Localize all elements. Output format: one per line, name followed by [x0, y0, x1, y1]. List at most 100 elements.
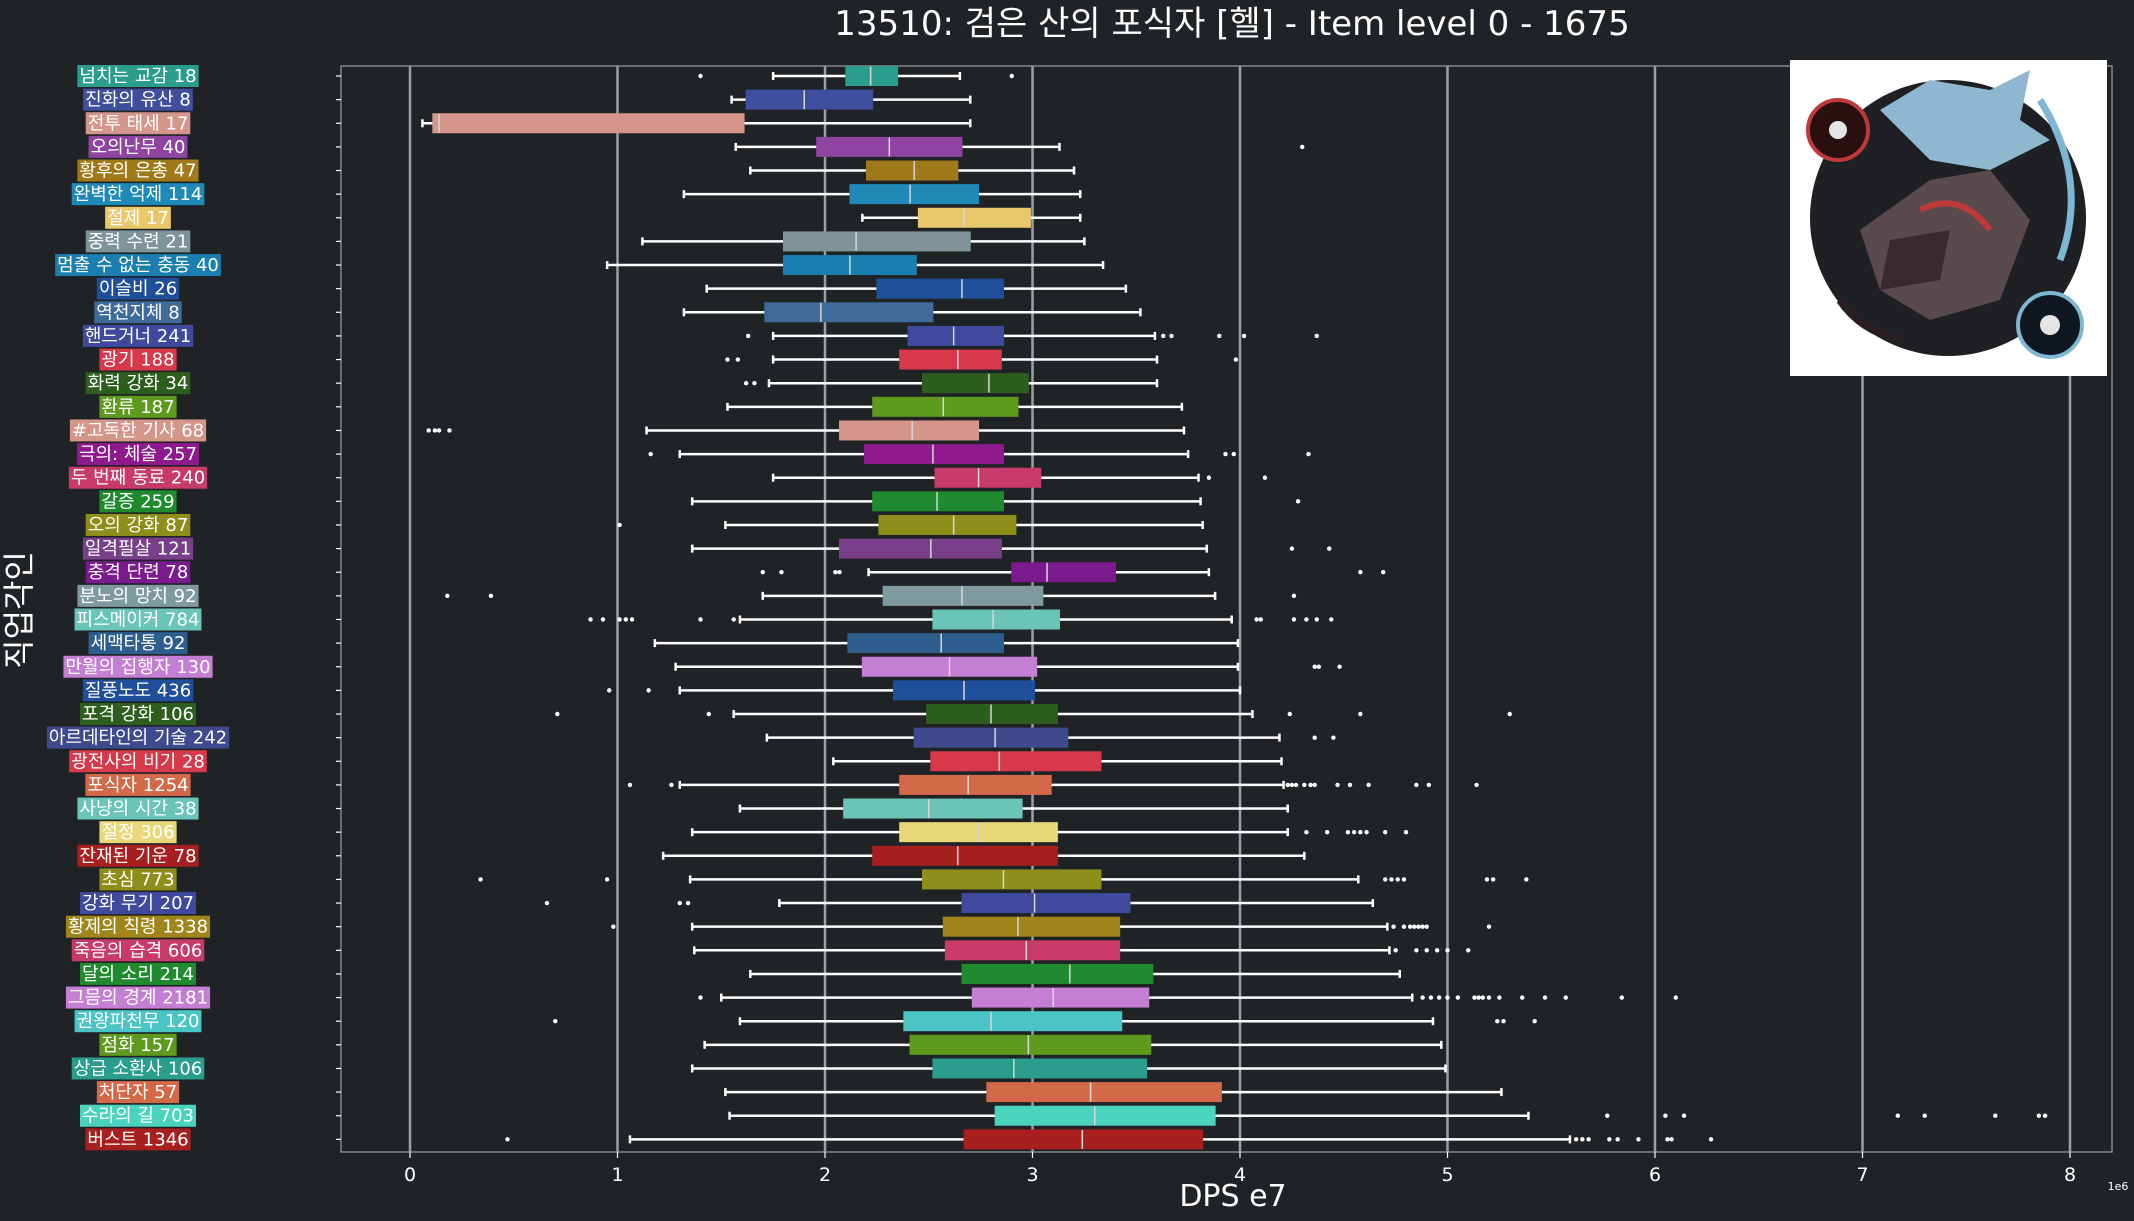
category-label: 질풍노도 436 — [85, 680, 191, 701]
category-label-background — [77, 159, 199, 182]
category-label: 중력 수련 21 — [88, 231, 189, 252]
outlier-point — [685, 900, 691, 906]
box — [994, 1105, 1216, 1126]
outlier-point — [1327, 546, 1332, 551]
outlier-point — [1416, 924, 1421, 929]
outlier-point — [1445, 995, 1450, 1000]
outlier-point — [1169, 333, 1174, 339]
outlier-point — [1308, 782, 1313, 788]
outlier-point — [1520, 995, 1525, 1000]
outlier-point — [646, 688, 651, 693]
category-label-background — [94, 301, 182, 324]
category-label-background — [85, 1128, 191, 1151]
box — [932, 609, 1060, 630]
category-label: 화력 강화 34 — [88, 373, 189, 394]
outlier-point — [1401, 924, 1407, 929]
category-label: 오의 강화 87 — [88, 515, 189, 536]
category-label-background — [99, 490, 177, 513]
outlier-point — [1673, 995, 1678, 1000]
box — [930, 751, 1102, 772]
outlier-point — [1331, 735, 1336, 740]
outlier-point — [627, 782, 633, 788]
outlier-point — [1414, 782, 1419, 788]
outlier-point — [488, 593, 494, 599]
outlier-point — [833, 570, 838, 575]
outlier-point — [2036, 1113, 2042, 1118]
category-label-background — [79, 703, 197, 726]
outlier-point — [1993, 1113, 1998, 1118]
outlier-point — [1314, 333, 1319, 339]
category-label: 이슬비 26 — [99, 279, 177, 300]
outlier-point — [617, 522, 622, 528]
outlier-point — [1403, 829, 1409, 835]
outlier-point — [677, 900, 682, 906]
outlier-point — [447, 428, 452, 433]
category-label: 충격 단련 78 — [88, 562, 189, 583]
box — [839, 420, 980, 441]
category-label-background — [74, 1010, 202, 1033]
box — [903, 1011, 1123, 1032]
category-label-background — [99, 395, 177, 418]
category-label-background — [83, 88, 193, 111]
outlier-point — [743, 380, 749, 386]
outlier-point — [553, 1019, 558, 1024]
outlier-point — [1289, 546, 1295, 551]
outlier-point — [1420, 924, 1425, 929]
category-label-background — [85, 561, 191, 584]
category-label-background — [96, 1081, 180, 1104]
outlier-point — [1366, 782, 1371, 788]
outlier-point — [1324, 829, 1330, 835]
category-label: 오의난무 40 — [91, 137, 186, 158]
outlier-point — [1474, 782, 1479, 788]
outlier-point — [1445, 948, 1450, 953]
x-tick-label: 7 — [1856, 1164, 1868, 1186]
outlier-point — [1217, 333, 1222, 339]
outlier-point — [1573, 1137, 1579, 1142]
outlier-point — [1428, 995, 1434, 1000]
outlier-point — [1389, 877, 1394, 882]
category-label-background — [65, 986, 211, 1009]
outlier-point — [1329, 617, 1334, 622]
outlier-point — [1337, 664, 1342, 669]
x-axis-label: DPS e7 — [1179, 1179, 1286, 1214]
x-tick-label: 6 — [1649, 1164, 1661, 1186]
outlier-point — [1383, 877, 1388, 882]
outlier-point — [1426, 782, 1432, 788]
outlier-point — [1501, 1019, 1506, 1024]
x-tick-label: 1 — [611, 1164, 623, 1186]
box — [899, 774, 1052, 795]
category-label: 역천지체 8 — [96, 302, 179, 323]
category-label: 핸드거너 241 — [85, 326, 191, 347]
outlier-point — [1407, 924, 1413, 929]
outlier-point — [1233, 357, 1239, 362]
category-label: 갈증 259 — [101, 491, 174, 512]
category-label: 황후의 은총 47 — [79, 161, 196, 182]
outlier-point — [1681, 1113, 1687, 1118]
category-label-background — [85, 513, 191, 536]
category-label: 세맥타통 92 — [91, 633, 186, 654]
outlier-point — [1312, 782, 1317, 788]
category-label: 환류 187 — [101, 397, 174, 418]
outlier-point — [1434, 948, 1440, 953]
x-tick-label: 2 — [819, 1164, 831, 1186]
outlier-point — [1466, 948, 1471, 953]
x-tick-label: 8 — [2064, 1164, 2076, 1186]
x-tick-label: 3 — [1026, 1164, 1038, 1186]
outlier-point — [1358, 829, 1363, 835]
outlier-point — [1414, 948, 1419, 953]
outlier-point — [1665, 1137, 1670, 1142]
box — [764, 302, 934, 323]
outlier-point — [669, 782, 674, 788]
box — [986, 1082, 1222, 1103]
outlier-point — [1285, 782, 1290, 788]
category-label: 포격 강화 106 — [82, 704, 194, 725]
category-label: 잔재된 기운 78 — [79, 846, 196, 867]
category-label: 죽음의 습격 606 — [74, 940, 203, 961]
chart-title: 13510: 검은 산의 포식자 [헬] - Item level 0 - 16… — [834, 4, 1629, 44]
outlier-point — [1287, 711, 1293, 717]
outlier-point — [1532, 1019, 1537, 1024]
category-label-background — [77, 65, 199, 87]
box — [847, 633, 1004, 654]
outlier-point — [588, 617, 593, 622]
category-label-background — [65, 915, 211, 938]
